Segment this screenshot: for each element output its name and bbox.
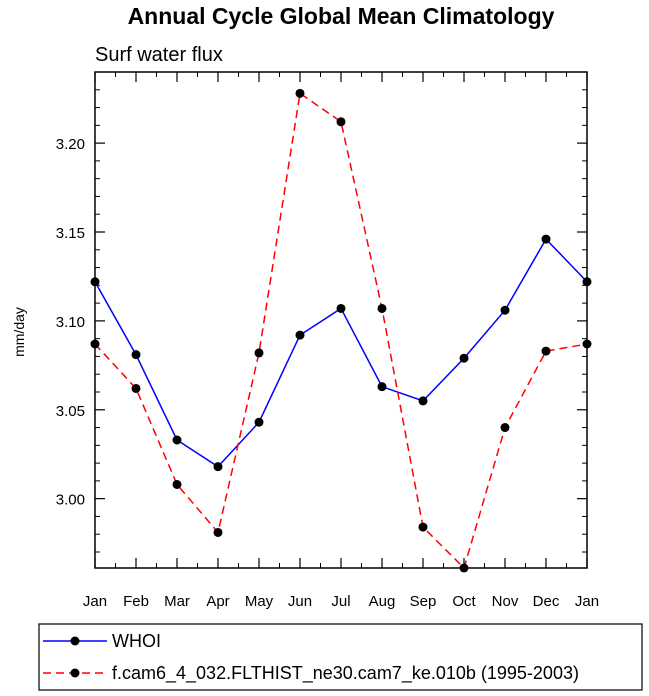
x-tick-label: Aug	[369, 593, 396, 610]
x-tick-label: May	[245, 593, 274, 610]
series-1-point	[295, 88, 305, 98]
series-0-point	[418, 396, 428, 406]
x-tick-label: Dec	[533, 593, 560, 610]
y-tick-label: 3.10	[56, 314, 85, 331]
x-tick-label: Apr	[206, 593, 229, 610]
plot-frame	[94, 71, 588, 569]
y-tick-label: 3.15	[56, 225, 85, 242]
x-tick-label: Jul	[331, 593, 350, 610]
y-tick-label: 3.00	[56, 492, 85, 509]
series-1-point	[336, 117, 346, 127]
series-0-point	[131, 350, 141, 360]
series-1-point	[377, 303, 387, 313]
series-0-point	[172, 435, 182, 445]
series-0-point	[295, 330, 305, 340]
series-layer	[90, 88, 592, 573]
legend-marker-cam	[70, 668, 80, 678]
x-tick-label: Jan	[575, 593, 599, 610]
x-tick-label: Jan	[83, 593, 107, 610]
chart-title: Annual Cycle Global Mean Climatology	[128, 3, 555, 29]
x-tick-label: Mar	[164, 593, 190, 610]
series-0-point	[254, 417, 264, 427]
axis-ticks	[94, 71, 588, 568]
axis-tick-labels: Jan Feb Mar Apr May Jun Jul Aug Sep Oct Nov Dec Jan 3…	[56, 136, 599, 610]
series-1-point	[500, 423, 510, 433]
y-tick-label: 3.20	[56, 136, 85, 153]
series-1-point	[254, 348, 264, 358]
chart-subtitle: Surf water flux	[95, 44, 223, 66]
series-0-point	[213, 462, 223, 472]
x-tick-label: Oct	[452, 593, 476, 610]
x-tick-label: Sep	[410, 593, 437, 610]
legend: WHOI f.cam6_4_032.FLTHIST_ne30.cam7_ke.0…	[38, 623, 643, 691]
series-0-point	[500, 305, 510, 315]
x-tick-label: Feb	[123, 593, 149, 610]
legend-marker-whoi	[70, 636, 80, 646]
y-axis-label: mm/day	[11, 307, 27, 357]
series-1-point	[418, 522, 428, 532]
series-line-1	[94, 92, 588, 570]
series-0-point	[336, 303, 346, 313]
series-1-point	[541, 346, 551, 356]
series-1-point	[172, 479, 182, 489]
x-tick-label: Nov	[492, 593, 519, 610]
y-tick-label: 3.05	[56, 403, 85, 420]
legend-label-whoi: WHOI	[112, 631, 161, 651]
series-1-point	[131, 383, 141, 393]
legend-box	[38, 623, 643, 691]
series-0-point	[377, 382, 387, 392]
series-line-0	[94, 237, 588, 468]
series-0-point	[541, 234, 551, 244]
legend-label-cam: f.cam6_4_032.FLTHIST_ne30.cam7_ke.010b (…	[112, 663, 579, 684]
x-tick-label: Jun	[288, 593, 312, 610]
series-0-point	[459, 353, 469, 363]
series-1-point	[213, 527, 223, 537]
